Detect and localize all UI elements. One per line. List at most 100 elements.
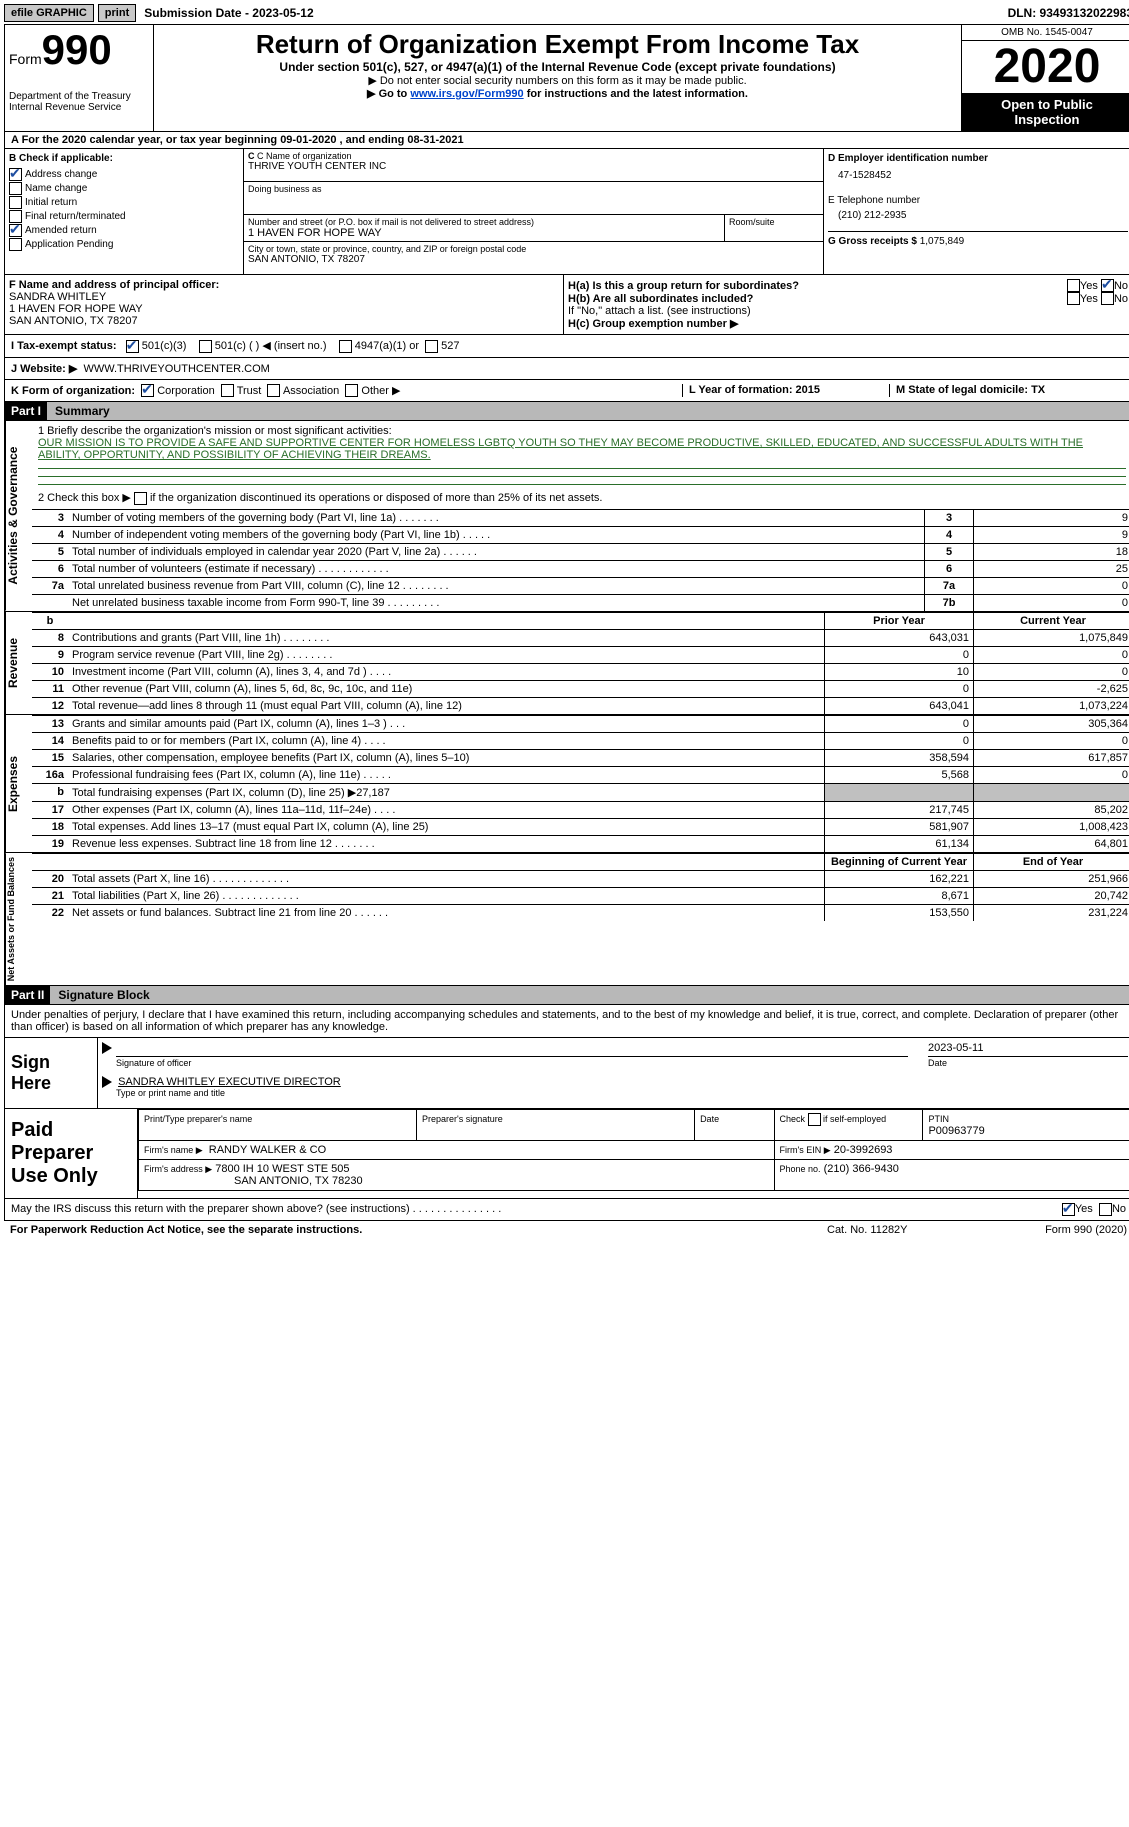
c-name-lbl: C Name of organization <box>257 151 352 161</box>
rev-hdr-py: Prior Year <box>825 612 974 629</box>
footer-left: For Paperwork Reduction Act Notice, see … <box>10 1224 827 1236</box>
check-assoc[interactable] <box>267 384 280 397</box>
l-year: L Year of formation: 2015 <box>689 384 820 396</box>
check-corp[interactable] <box>141 384 154 397</box>
check-address[interactable] <box>9 168 22 181</box>
netassets-section: Net Assets or Fund Balances Beginning of… <box>5 853 1129 986</box>
table-row: Net unrelated business taxable income fr… <box>32 594 1129 611</box>
sign-here-label: Sign Here <box>5 1038 98 1108</box>
discuss-no[interactable] <box>1099 1203 1112 1216</box>
officer-addr1: 1 HAVEN FOR HOPE WAY <box>9 303 143 315</box>
exp-table: 13Grants and similar amounts paid (Part … <box>32 715 1129 852</box>
ha-no[interactable] <box>1101 279 1114 292</box>
governance-section: Activities & Governance 1 Briefly descri… <box>5 421 1129 612</box>
table-row: 10Investment income (Part VIII, column (… <box>32 663 1129 680</box>
rev-hdr-cy: Current Year <box>974 612 1129 629</box>
prep-h3: Date <box>700 1114 719 1124</box>
table-row: 3Number of voting members of the governi… <box>32 509 1129 526</box>
net-hdr-py: Beginning of Current Year <box>825 853 974 870</box>
check-app[interactable] <box>9 238 22 251</box>
discuss-no-lbl: No <box>1112 1203 1126 1215</box>
lbl-final: Final return/terminated <box>25 211 126 222</box>
table-row: 4Number of independent voting members of… <box>32 526 1129 543</box>
net-table: Beginning of Current YearEnd of Year 20T… <box>32 853 1129 921</box>
check-self-employed[interactable] <box>808 1113 821 1126</box>
table-row: 13Grants and similar amounts paid (Part … <box>32 715 1129 732</box>
table-row: 12Total revenue—add lines 8 through 11 (… <box>32 697 1129 714</box>
gov-table: 3Number of voting members of the governi… <box>32 509 1129 611</box>
officer-addr2: SAN ANTONIO, TX 78207 <box>9 315 138 327</box>
check-amended[interactable] <box>9 224 22 237</box>
check-trust[interactable] <box>221 384 234 397</box>
form-label: Form <box>9 51 42 67</box>
preparer-label: Paid Preparer Use Only <box>5 1109 138 1198</box>
check-name[interactable] <box>9 182 22 195</box>
check-501c3[interactable] <box>126 340 139 353</box>
tel-value: (210) 212-2935 <box>838 210 1128 221</box>
inspect1: Open to Public <box>964 97 1129 112</box>
page-footer: For Paperwork Reduction Act Notice, see … <box>4 1221 1129 1239</box>
prep-h4b: if self-employed <box>823 1114 886 1124</box>
lbl-501c3: 501(c)(3) <box>142 340 187 352</box>
hb-no[interactable] <box>1101 292 1114 305</box>
i-lbl: I Tax-exempt status: <box>11 340 117 352</box>
k-row: K Form of organization: Corporation Trus… <box>5 380 1129 403</box>
irs-link[interactable]: www.irs.gov/Form990 <box>410 88 523 100</box>
table-row: 22Net assets or fund balances. Subtract … <box>32 904 1129 921</box>
hb-no-lbl: No <box>1114 293 1128 305</box>
date-lbl: Date <box>928 1058 1128 1068</box>
check-other[interactable] <box>345 384 358 397</box>
m-state: M State of legal domicile: TX <box>896 384 1045 396</box>
tax-year-line: A For the 2020 calendar year, or tax yea… <box>5 132 1129 149</box>
check-initial[interactable] <box>9 196 22 209</box>
gross-value: 1,075,849 <box>920 236 965 247</box>
check-discontinued[interactable] <box>134 492 147 505</box>
discuss-yes[interactable] <box>1062 1203 1075 1216</box>
arrow-icon <box>102 1042 112 1054</box>
lbl-initial: Initial return <box>25 197 77 208</box>
q1: 1 Briefly describe the organization's mi… <box>38 425 1126 437</box>
table-row: 16aProfessional fundraising fees (Part I… <box>32 766 1129 783</box>
part1-title: Summary <box>47 402 1129 420</box>
inspect2: Inspection <box>964 112 1129 127</box>
ha-yes[interactable] <box>1067 279 1080 292</box>
city-lbl: City or town, state or province, country… <box>248 244 819 254</box>
vlabel-gov: Activities & Governance <box>5 421 32 611</box>
website-value: WWW.THRIVEYOUTHCENTER.COM <box>83 363 269 375</box>
lbl-501c: 501(c) ( ) ◀ (insert no.) <box>215 340 327 352</box>
form-subtitle: Under section 501(c), 527, or 4947(a)(1)… <box>158 60 957 74</box>
firm-lbl: Firm's name ▶ <box>144 1145 203 1155</box>
form-number: 990 <box>42 26 112 73</box>
lbl-address: Address change <box>25 169 97 180</box>
top-toolbar: efile GRAPHIC print Submission Date - 20… <box>4 4 1129 22</box>
lbl-trust: Trust <box>237 385 262 397</box>
note2-post: for instructions and the latest informat… <box>524 88 748 100</box>
discuss-yes-lbl: Yes <box>1075 1203 1093 1215</box>
efile-button[interactable]: efile GRAPHIC <box>4 4 94 22</box>
hb-yes[interactable] <box>1067 292 1080 305</box>
vlabel-rev: Revenue <box>5 612 32 714</box>
print-button[interactable]: print <box>98 4 136 22</box>
table-row: 19Revenue less expenses. Subtract line 1… <box>32 835 1129 852</box>
check-501c[interactable] <box>199 340 212 353</box>
omb-number: OMB No. 1545-0047 <box>962 25 1129 41</box>
part1-num: Part I <box>5 402 47 420</box>
irs-label: Internal Revenue Service <box>9 102 149 113</box>
form-note1: ▶ Do not enter social security numbers o… <box>158 74 957 87</box>
lbl-4947: 4947(a)(1) or <box>355 340 419 352</box>
f-lbl: F Name and address of principal officer: <box>9 279 219 291</box>
table-row: bTotal fundraising expenses (Part IX, co… <box>32 783 1129 801</box>
table-row: 17Other expenses (Part IX, column (A), l… <box>32 801 1129 818</box>
declaration: Under penalties of perjury, I declare th… <box>5 1005 1129 1038</box>
firm-addr2: SAN ANTONIO, TX 78230 <box>234 1175 363 1187</box>
rev-table: bPrior YearCurrent Year 8Contributions a… <box>32 612 1129 714</box>
check-527[interactable] <box>425 340 438 353</box>
check-4947[interactable] <box>339 340 352 353</box>
part2-num: Part II <box>5 986 50 1004</box>
preparer-block: Paid Preparer Use Only Print/Type prepar… <box>5 1109 1129 1199</box>
part2-title: Signature Block <box>50 986 1129 1004</box>
col-b-checks: B Check if applicable: Address change Na… <box>5 149 244 274</box>
prep-h5: PTIN <box>928 1114 949 1124</box>
dln: DLN: 93493132022983 <box>1008 6 1129 20</box>
lbl-amended: Amended return <box>25 225 97 236</box>
